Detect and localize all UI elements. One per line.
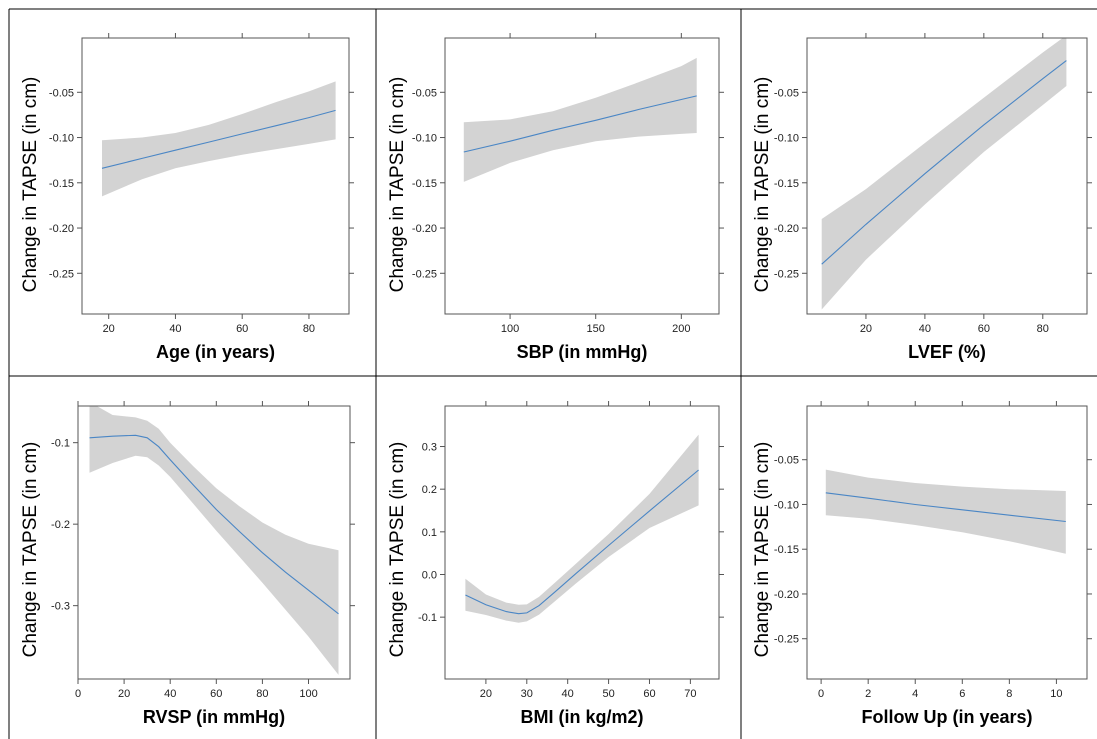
y-tick-label: -0.20 bbox=[412, 223, 437, 235]
x-tick-label: 10 bbox=[1050, 688, 1062, 700]
x-tick-label: 70 bbox=[684, 688, 696, 700]
y-axis-label: Change in TAPSE (in cm) bbox=[387, 77, 408, 293]
y-tick-label: -0.15 bbox=[774, 178, 799, 190]
x-tick-label: 60 bbox=[978, 323, 990, 335]
chart-panel-3: 20 40 60 80 -0.25 -0.20 -0.15 -0.10 -0.05Change … bbox=[752, 33, 1092, 362]
x-tick-label: 30 bbox=[521, 688, 533, 700]
x-axis-label: SBP (in mmHg) bbox=[517, 342, 648, 362]
y-tick-label: -0.05 bbox=[49, 87, 74, 99]
fitted-line bbox=[463, 95, 697, 153]
x-tick-label: 80 bbox=[256, 688, 268, 700]
fitted-line bbox=[821, 60, 1067, 265]
fitted-line bbox=[825, 492, 1066, 523]
x-axis-label: BMI (in kg/m2) bbox=[520, 707, 643, 727]
plot-frame bbox=[806, 405, 1088, 680]
fitted-line bbox=[89, 434, 339, 615]
x-tick-label: 8 bbox=[1006, 688, 1012, 700]
chart-panel-5: 20 30 40 50 60 70 -0.1 0.0 0.1 0.2 0.3 Change in TA… bbox=[387, 401, 724, 727]
y-tick-label: -0.1 bbox=[51, 438, 70, 450]
y-tick-label: -0.15 bbox=[774, 544, 799, 556]
y-axis-label: Change in TAPSE (in cm) bbox=[752, 77, 773, 293]
y-tick-label: -0.10 bbox=[774, 499, 799, 511]
confidence-band bbox=[821, 38, 1067, 310]
plot-frame bbox=[806, 37, 1088, 315]
y-tick-label: -0.05 bbox=[412, 87, 437, 99]
x-tick-label: 150 bbox=[587, 323, 605, 335]
y-tick-label: -0.25 bbox=[412, 268, 437, 280]
x-tick-label: 100 bbox=[299, 688, 317, 700]
chart-panel-2: 100 150 200 -0.25 -0.20 -0.15 -0.10 -0.05 Change… bbox=[387, 33, 724, 362]
x-tick-label: 40 bbox=[562, 688, 574, 700]
x-tick-label: 20 bbox=[480, 688, 492, 700]
x-tick-label: 60 bbox=[236, 323, 248, 335]
x-tick-label: 60 bbox=[643, 688, 655, 700]
y-tick-label: -0.20 bbox=[774, 589, 799, 601]
y-axis-label: Change in TAPSE (in cm) bbox=[20, 77, 41, 293]
confidence-band bbox=[102, 81, 336, 197]
x-tick-label: 20 bbox=[860, 323, 872, 335]
chart-panel-4: 0 20 40 60 80 100 -0.3 -0.2 -0.1 Change in TAPSE … bbox=[20, 401, 355, 727]
y-tick-label: -0.10 bbox=[774, 133, 799, 145]
x-axis-label: Age (in years) bbox=[156, 342, 275, 362]
y-tick-label: 0.3 bbox=[422, 442, 437, 454]
y-tick-label: -0.15 bbox=[412, 178, 437, 190]
y-tick-label: -0.2 bbox=[51, 519, 70, 531]
x-tick-label: 200 bbox=[672, 323, 690, 335]
x-axis-label: Follow Up (in years) bbox=[861, 707, 1032, 727]
y-axis-label: Change in TAPSE (in cm) bbox=[20, 442, 41, 658]
x-tick-label: 20 bbox=[103, 323, 115, 335]
fitted-line bbox=[465, 469, 699, 615]
y-tick-label: -0.10 bbox=[412, 133, 437, 145]
x-axis-label: RVSP (in mmHg) bbox=[143, 707, 285, 727]
fitted-line bbox=[101, 109, 336, 169]
confidence-band bbox=[463, 57, 697, 182]
y-tick-label: -0.25 bbox=[774, 634, 799, 646]
x-tick-label: 100 bbox=[501, 323, 519, 335]
confidence-band bbox=[89, 406, 339, 675]
x-tick-label: 20 bbox=[118, 688, 130, 700]
y-tick-label: -0.3 bbox=[51, 601, 70, 613]
y-tick-label: 0.1 bbox=[422, 527, 437, 539]
x-tick-label: 6 bbox=[959, 688, 965, 700]
x-tick-label: 40 bbox=[919, 323, 931, 335]
y-tick-label: -0.05 bbox=[774, 87, 799, 99]
plot-frame bbox=[444, 405, 720, 680]
x-tick-label: 40 bbox=[169, 323, 181, 335]
x-tick-label: 50 bbox=[602, 688, 614, 700]
y-tick-label: -0.05 bbox=[774, 455, 799, 467]
x-tick-label: 80 bbox=[303, 323, 315, 335]
y-axis-label: Change in TAPSE (in cm) bbox=[752, 442, 773, 658]
confidence-band bbox=[825, 469, 1066, 554]
x-tick-label: 2 bbox=[865, 688, 871, 700]
plot-frame bbox=[444, 37, 720, 315]
x-tick-label: 80 bbox=[1037, 323, 1049, 335]
x-tick-label: 0 bbox=[75, 688, 81, 700]
y-tick-label: -0.1 bbox=[418, 612, 437, 624]
x-tick-label: 4 bbox=[912, 688, 918, 700]
x-tick-label: 0 bbox=[818, 688, 824, 700]
y-tick-label: -0.25 bbox=[49, 268, 74, 280]
plot-frame bbox=[77, 405, 351, 680]
x-tick-label: 40 bbox=[164, 688, 176, 700]
chart-panel-1: 20 40 60 80 -0.25 -0.20 -0.15 -0.10 -0.05 Change … bbox=[20, 33, 354, 362]
confidence-band bbox=[465, 434, 699, 623]
y-tick-label: -0.10 bbox=[49, 133, 74, 145]
y-tick-label: 0.0 bbox=[422, 569, 437, 581]
y-axis-label: Change in TAPSE (in cm) bbox=[387, 442, 408, 658]
x-axis-label: LVEF (%) bbox=[908, 342, 986, 362]
panel-grid bbox=[8, 8, 1097, 739]
y-tick-label: -0.20 bbox=[774, 223, 799, 235]
y-tick-label: -0.20 bbox=[49, 223, 74, 235]
x-tick-label: 60 bbox=[210, 688, 222, 700]
y-tick-label: -0.25 bbox=[774, 268, 799, 280]
plot-frame bbox=[81, 37, 350, 315]
y-tick-label: 0.2 bbox=[422, 484, 437, 496]
y-tick-label: -0.15 bbox=[49, 178, 74, 190]
